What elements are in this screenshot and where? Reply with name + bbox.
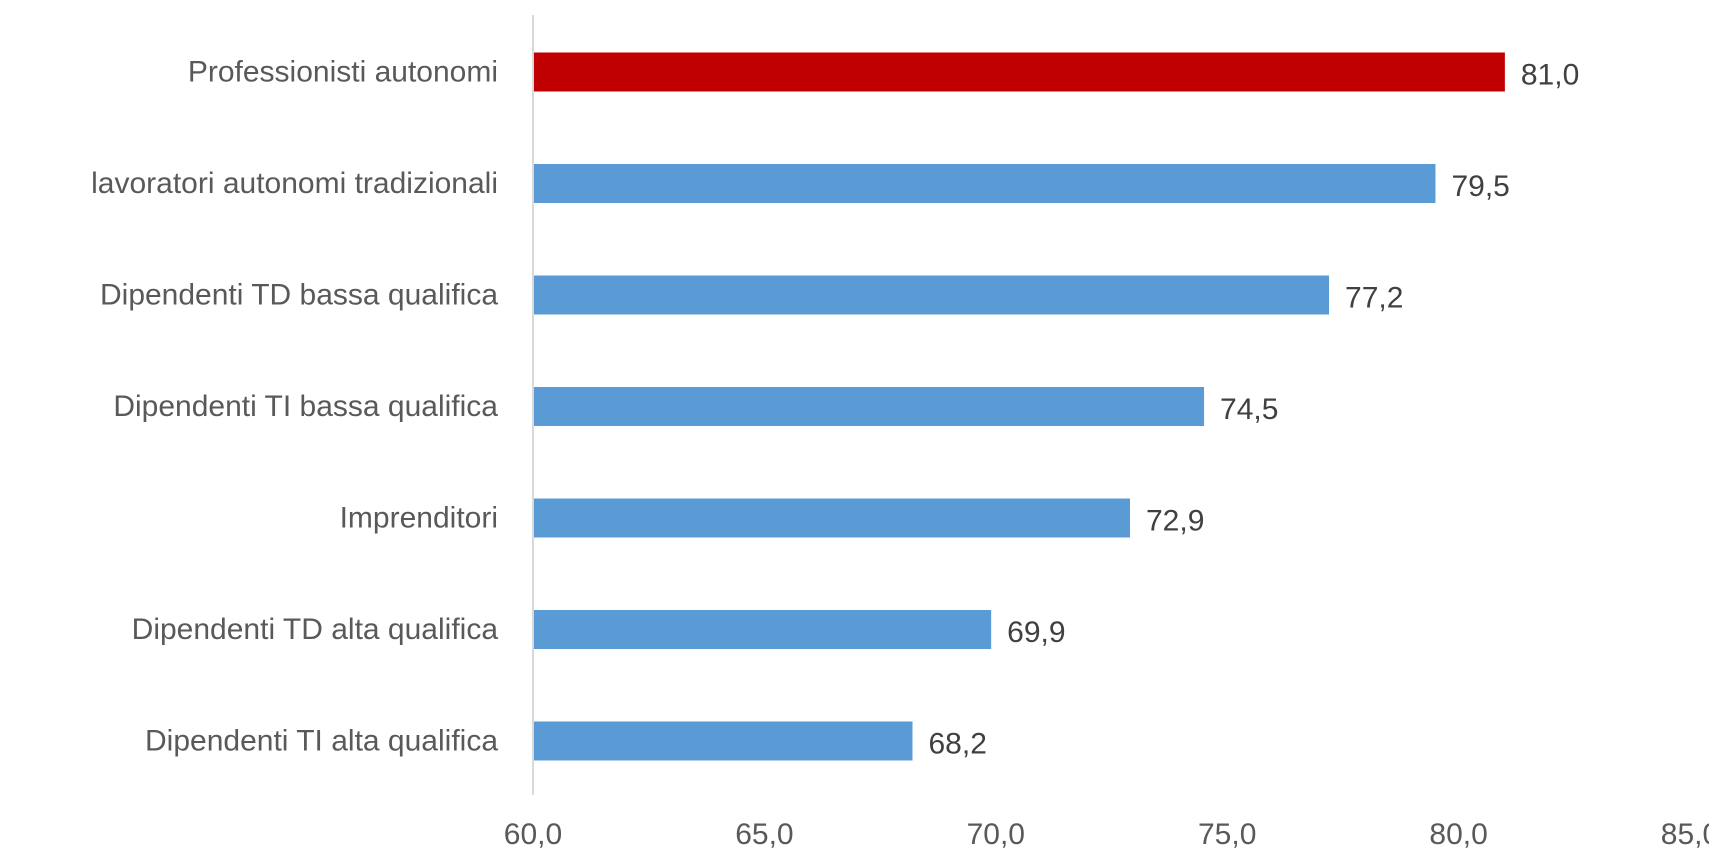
category-label: Dipendenti TI bassa qualifica [113,390,498,423]
bar-1 [533,52,1505,92]
category-label: lavoratori autonomi tradizionali [91,167,498,200]
x-tick-label: 70,0 [967,818,1025,851]
value-label: 79,5 [1451,170,1509,203]
value-label: 72,9 [1146,505,1204,538]
x-tick-label: 75,0 [1198,818,1256,851]
category-label: Dipendenti TI alta qualifica [145,725,498,758]
value-label: 77,2 [1345,282,1403,315]
x-tick-labels: 60,0 65,0 70,0 75,0 80,0 85,0 [504,818,1709,851]
category-label: Professionisti autonomi [188,56,498,89]
x-tick-label: 85,0 [1661,818,1709,851]
bar-4 [533,387,1205,426]
bar-7 [533,721,913,761]
category-label: Dipendenti TD alta qualifica [132,613,499,646]
value-label: 81,0 [1521,59,1579,92]
value-label: 74,5 [1220,393,1278,426]
value-labels: 81,0 79,5 77,2 74,5 72,9 69,9 68,2 [928,59,1579,761]
category-labels: Professionisti autonomi lavoratori autono… [91,56,498,758]
x-tick-label: 80,0 [1429,818,1487,851]
x-tick-label: 60,0 [504,818,562,851]
value-label: 68,2 [928,728,986,761]
category-label: Dipendenti TD bassa qualifica [100,279,498,312]
value-label: 69,9 [1007,616,1065,649]
bars-layer [533,52,1505,761]
bar-5 [533,498,1131,538]
bar-3 [533,275,1330,315]
bar-6 [533,610,992,649]
bar-2 [533,164,1436,203]
category-label: Imprenditori [340,502,498,535]
x-tick-label: 65,0 [735,818,793,851]
